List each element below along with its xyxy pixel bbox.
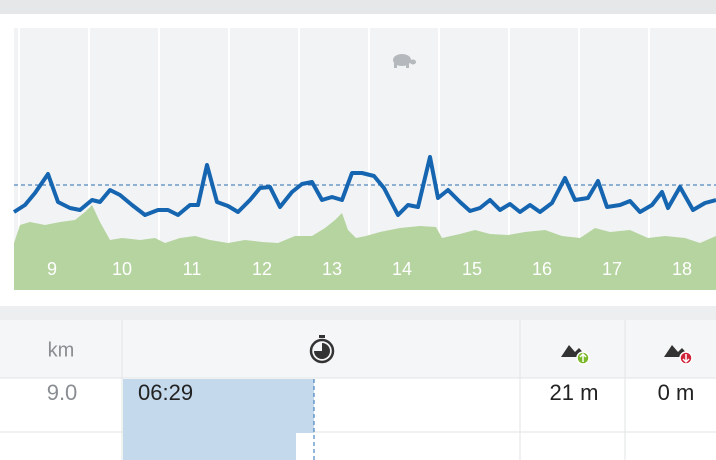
km-label: 10: [112, 259, 132, 279]
ascent-value: 21 m: [550, 380, 599, 405]
time-value: 06:29: [138, 380, 193, 405]
stopwatch-icon: [309, 335, 335, 364]
km-labels: 9 10 11 12 13 14 15 16 17 18: [47, 259, 692, 279]
km-value: 9.0: [47, 380, 78, 405]
km-header: km: [48, 339, 75, 361]
km-label: 9: [47, 259, 57, 279]
top-strip: [0, 0, 716, 14]
time-bar: [123, 379, 314, 460]
km-label: 11: [183, 259, 202, 279]
km-label: 17: [602, 259, 622, 279]
km-label: 18: [672, 259, 692, 279]
ascent-icon: [561, 345, 590, 365]
elevation-area: [14, 205, 716, 290]
km-label: 16: [532, 259, 552, 279]
km-label: 12: [252, 259, 272, 279]
descent-icon: [664, 345, 693, 365]
pace-line: [12, 155, 716, 217]
time-bar-gap: [296, 433, 314, 460]
km-label: 13: [322, 259, 342, 279]
descent-value: 0 m: [658, 380, 695, 405]
turtle-icon: [393, 54, 416, 68]
km-label: 14: [392, 259, 412, 279]
km-label: 15: [462, 259, 482, 279]
table-header: [0, 320, 716, 378]
separator: [0, 306, 716, 320]
